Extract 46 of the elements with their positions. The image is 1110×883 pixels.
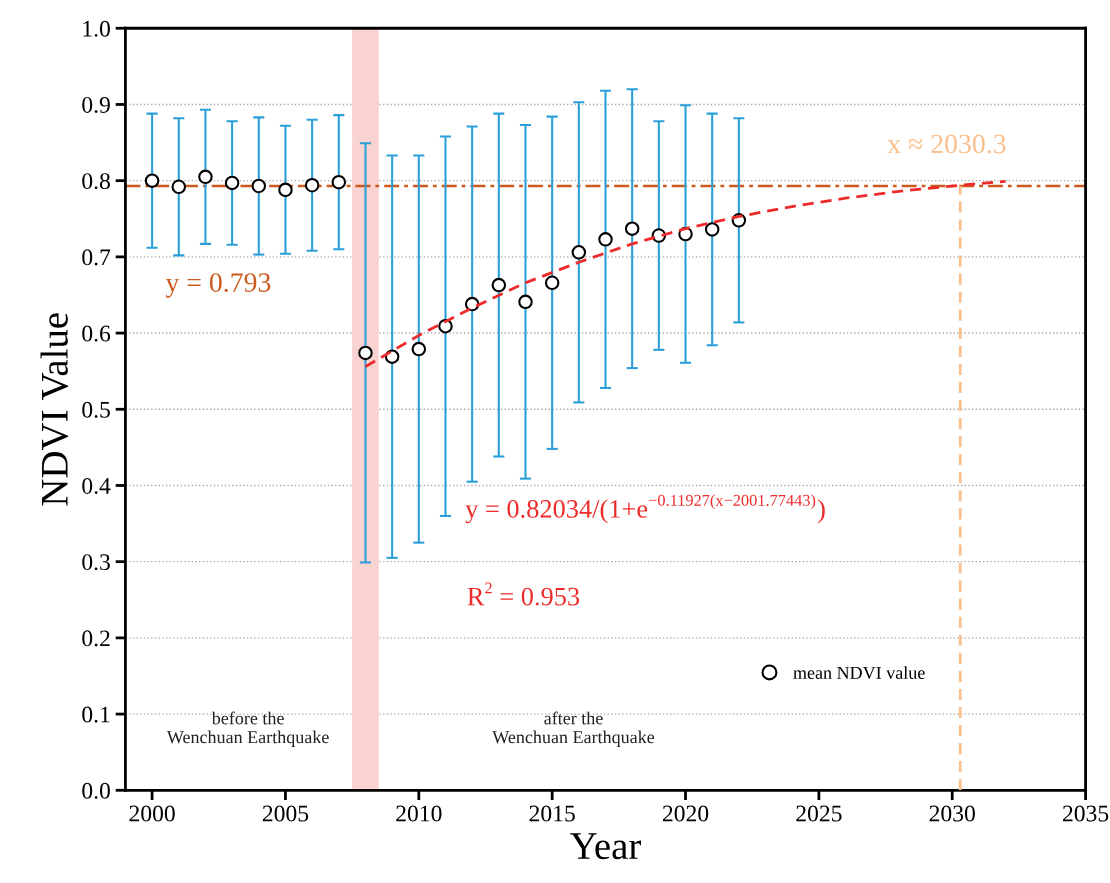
x-tick-label: 2015: [529, 805, 575, 822]
y-tick-label: 0.2: [82, 630, 110, 647]
point: [491, 277, 507, 293]
y-tick-label: 0.1: [82, 706, 110, 723]
x-tick-label: 2000: [129, 805, 175, 822]
point: [358, 345, 373, 361]
point: [571, 245, 587, 260]
y-tick-label: 0.8: [82, 173, 110, 190]
y-tick-label: 0.4: [82, 477, 111, 494]
point: [518, 294, 533, 310]
x-tick-label: 2035: [1063, 805, 1109, 822]
legend-label: mean NDVI value: [793, 666, 925, 680]
point: [624, 221, 640, 236]
point: [464, 296, 480, 312]
point: [278, 182, 293, 198]
point: [438, 318, 453, 334]
point: [331, 174, 347, 190]
x-tick-label: 2025: [796, 805, 842, 822]
annotation: before the Wenchuan Earthquake: [166, 711, 329, 747]
x-tick-label: 2010: [396, 805, 442, 822]
x-axis-title: Year: [570, 833, 641, 860]
y-tick-label: 0.9: [82, 96, 110, 113]
point: [251, 178, 267, 194]
y-tick-label: 0.7: [82, 249, 111, 266]
y-tick-label: 0.5: [82, 401, 110, 418]
point: [411, 341, 427, 357]
annotation: y = 0.793: [165, 273, 271, 298]
y-tick-label: 1.0: [83, 20, 110, 37]
y-tick-label: 0.3: [82, 554, 110, 571]
point: [598, 232, 613, 247]
point: [144, 173, 160, 188]
point: [198, 169, 213, 185]
annotation: x ≈ 2030.3: [887, 134, 1006, 154]
x-tick-label: 2020: [662, 805, 709, 822]
point: [224, 175, 240, 191]
x-tick-label: 2005: [262, 805, 309, 822]
point: [704, 222, 720, 237]
y-tick-label: 0.0: [82, 782, 110, 799]
point: [304, 177, 320, 193]
y-tick-label: 0.6: [82, 325, 111, 342]
point: [544, 275, 560, 291]
x-tick-label: 2030: [929, 805, 975, 822]
y-axis-title: NDVI Value: [40, 313, 69, 506]
annotation: after the Wenchuan Earthquake: [492, 711, 655, 747]
point: [171, 179, 187, 195]
line-series: [364, 180, 1007, 368]
